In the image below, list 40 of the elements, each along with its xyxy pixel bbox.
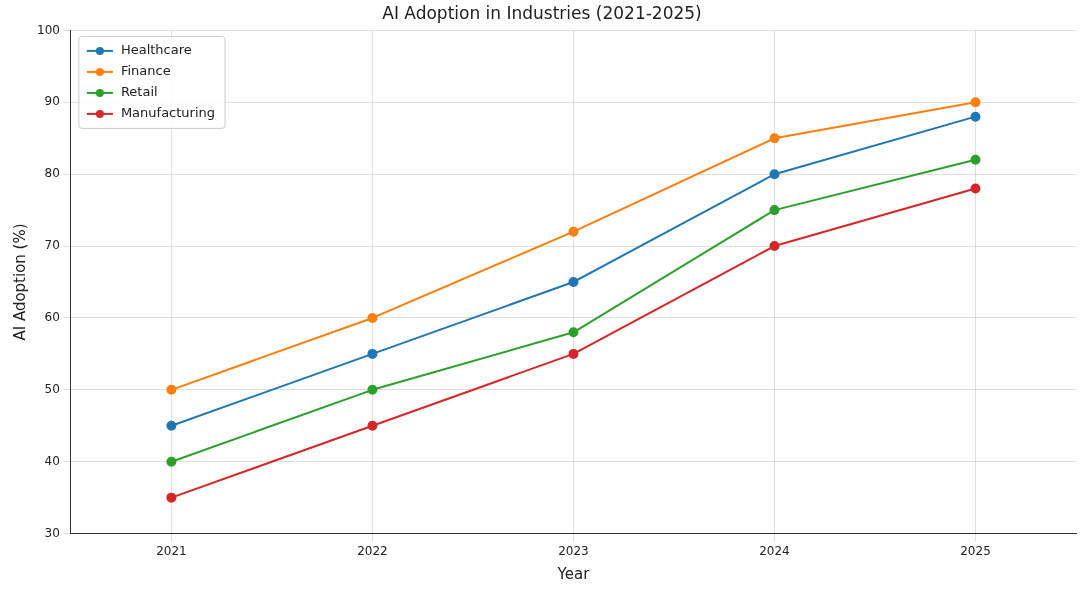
y-tick-label: 40 bbox=[44, 453, 60, 468]
x-tick-label: 2025 bbox=[960, 543, 991, 558]
y-tick-label: 90 bbox=[44, 94, 60, 109]
point bbox=[970, 97, 981, 108]
point bbox=[769, 133, 780, 144]
point bbox=[970, 183, 981, 194]
point bbox=[769, 169, 780, 180]
y-axis-title: AI Adoption (%) bbox=[10, 223, 29, 341]
legend-label: Finance bbox=[120, 63, 171, 79]
point bbox=[970, 111, 981, 122]
legend-label: Retail bbox=[120, 84, 158, 100]
chart-title: AI Adoption in Industries (2021-2025) bbox=[382, 2, 702, 23]
point bbox=[166, 456, 177, 467]
point bbox=[367, 384, 378, 395]
point bbox=[166, 384, 177, 395]
point bbox=[367, 348, 378, 359]
point bbox=[568, 277, 579, 287]
point bbox=[367, 420, 378, 431]
point bbox=[769, 205, 780, 216]
point bbox=[367, 312, 378, 323]
y-tick-label: 60 bbox=[44, 310, 60, 325]
y-tick-label: 100 bbox=[37, 22, 60, 37]
legend-label: Manufacturing bbox=[120, 105, 216, 121]
point bbox=[568, 327, 579, 338]
y-tick-label: 70 bbox=[44, 238, 60, 253]
point bbox=[568, 226, 579, 237]
x-tick-label: 2023 bbox=[558, 543, 589, 558]
point bbox=[769, 241, 780, 252]
x-tick-label: 2021 bbox=[156, 543, 187, 558]
legend-label: Healthcare bbox=[120, 42, 192, 58]
y-tick-label: 50 bbox=[44, 381, 60, 396]
point bbox=[970, 154, 981, 165]
x-axis-title: Year bbox=[556, 564, 591, 583]
point bbox=[166, 420, 177, 431]
y-tick-label: 80 bbox=[44, 166, 60, 181]
point bbox=[166, 492, 177, 503]
point bbox=[568, 348, 579, 359]
x-tick-label: 2024 bbox=[759, 543, 790, 558]
y-tick-label: 30 bbox=[44, 525, 60, 540]
x-tick-label: 2022 bbox=[357, 543, 388, 558]
